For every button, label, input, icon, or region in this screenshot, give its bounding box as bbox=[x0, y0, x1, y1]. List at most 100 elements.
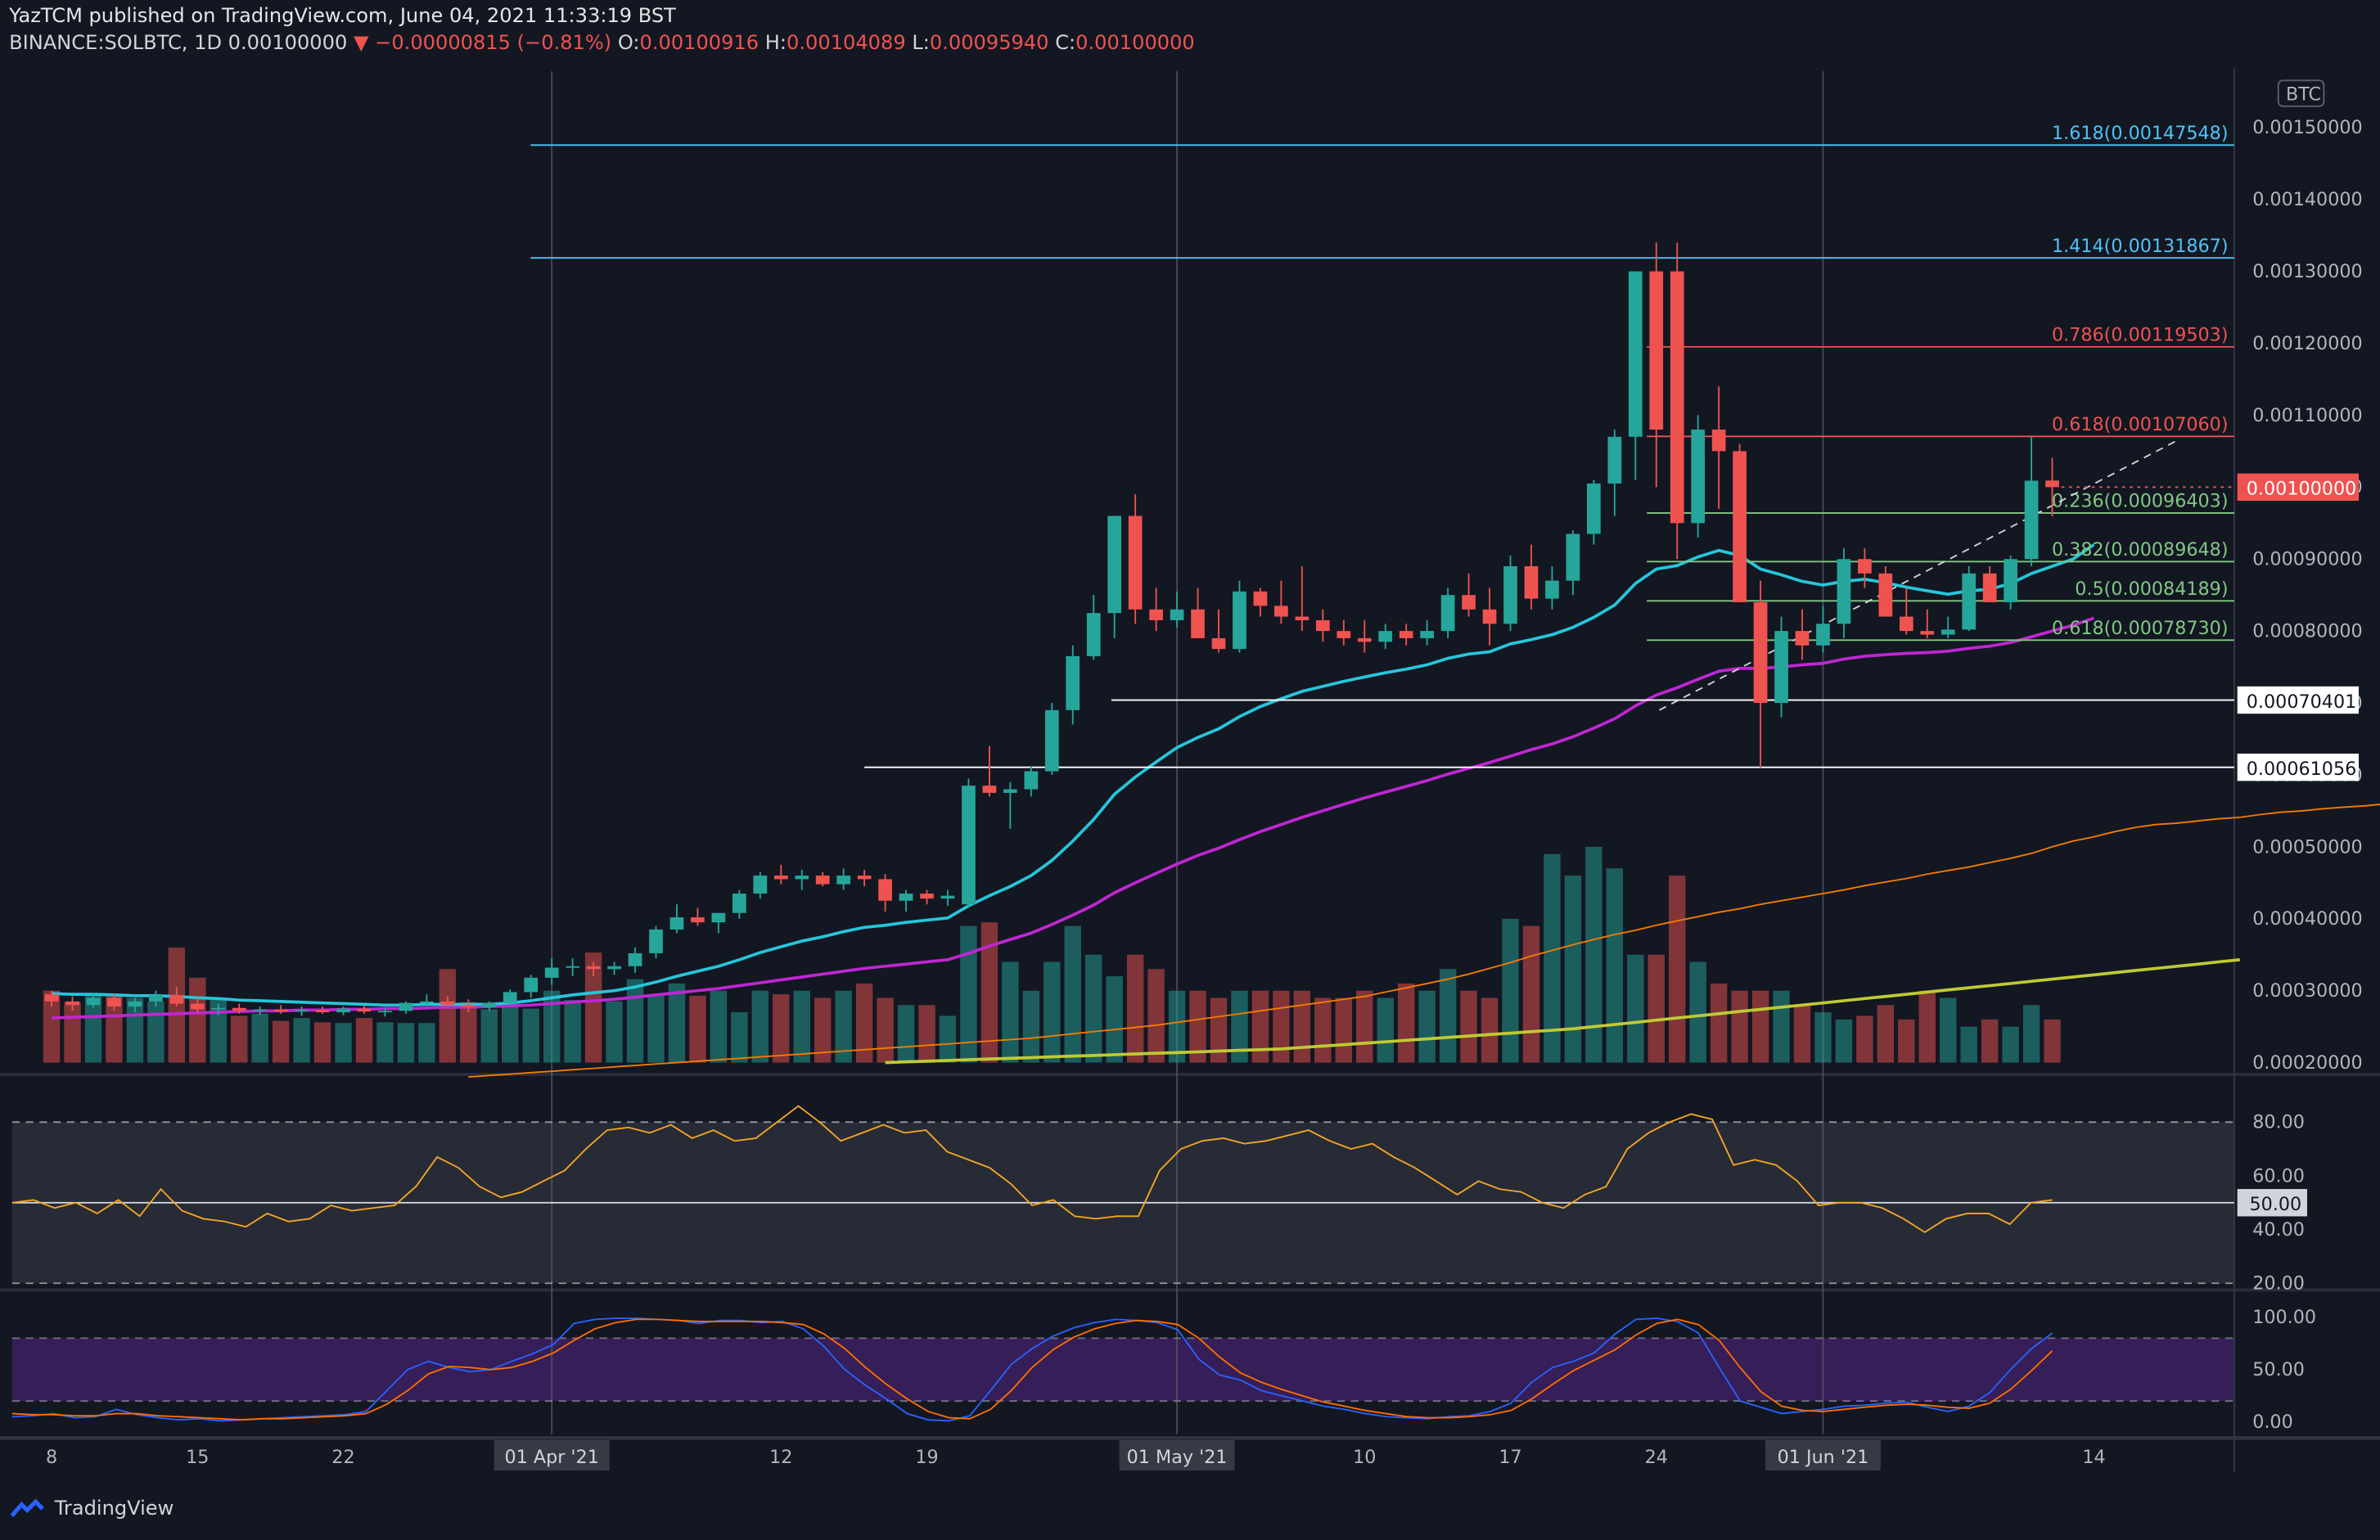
rsi-tick-label: 40.00 bbox=[2252, 1219, 2305, 1241]
price-tick-label: 0.00050000 bbox=[2252, 836, 2362, 858]
candle-body bbox=[1399, 631, 1413, 638]
volume-bar bbox=[1940, 997, 1957, 1063]
volume-bar bbox=[147, 1001, 165, 1063]
volume-bar bbox=[210, 997, 227, 1063]
candle-body bbox=[1274, 606, 1288, 617]
candle-body bbox=[1566, 534, 1580, 581]
volume-bar bbox=[1335, 997, 1352, 1063]
volume-bar bbox=[1147, 969, 1165, 1063]
volume-bar bbox=[2002, 1026, 2019, 1063]
volume-bar bbox=[1918, 990, 1936, 1063]
volume-bar bbox=[1064, 925, 1081, 1063]
current-price-box bbox=[2237, 473, 2360, 502]
candle-body bbox=[1545, 580, 1559, 599]
volume-bar bbox=[418, 1023, 435, 1063]
candle-body bbox=[44, 994, 59, 1002]
volume-bar bbox=[689, 995, 706, 1063]
candle-body bbox=[1816, 624, 1830, 646]
open-label: O: bbox=[617, 30, 640, 54]
candle-body bbox=[878, 879, 892, 901]
candle-body bbox=[378, 1011, 392, 1013]
volume-bar bbox=[1648, 954, 1665, 1063]
candle-body bbox=[773, 876, 788, 880]
candle-body bbox=[1962, 573, 1977, 630]
volume-bar bbox=[335, 1023, 352, 1063]
candle-body bbox=[1315, 619, 1330, 632]
candle-body bbox=[1378, 631, 1393, 642]
candle-body bbox=[524, 977, 539, 993]
volume-bar bbox=[793, 990, 810, 1063]
volume-bar bbox=[1606, 868, 1624, 1063]
candle-body bbox=[1170, 609, 1184, 620]
fib-level-label: 0.236(0.00096403) bbox=[2052, 491, 2229, 512]
candle-body bbox=[1024, 771, 1039, 790]
volume-bar bbox=[1189, 990, 1206, 1063]
candle-body bbox=[1503, 566, 1517, 624]
candle-body bbox=[232, 1007, 246, 1011]
candle-body bbox=[253, 1009, 268, 1011]
candle-body bbox=[420, 1001, 434, 1003]
candle-body bbox=[1670, 271, 1684, 524]
volume-bar bbox=[1418, 990, 1436, 1063]
volume-bar bbox=[1731, 990, 1748, 1063]
rsi-tick-label: 80.00 bbox=[2252, 1112, 2305, 1133]
candle-body bbox=[1128, 516, 1143, 610]
candle-body bbox=[295, 1010, 309, 1012]
volume-bar bbox=[84, 994, 102, 1063]
candle-body bbox=[503, 992, 517, 1003]
price-tick-label: 0.00130000 bbox=[2252, 261, 2362, 282]
volume-bar bbox=[522, 1008, 539, 1063]
candle-body bbox=[982, 786, 997, 793]
volume-bar bbox=[1877, 1005, 1895, 1063]
volume-bar bbox=[939, 1015, 957, 1063]
stoch-tick-label: 50.00 bbox=[2252, 1359, 2305, 1380]
support-price-label: 0.00070401 bbox=[2247, 691, 2356, 713]
candle-body bbox=[357, 1008, 372, 1012]
symbol-label[interactable]: BINANCE:SOLBTC, 1D bbox=[9, 30, 222, 54]
price-tick-label: 0.00080000 bbox=[2252, 621, 2362, 642]
candle-body bbox=[1044, 709, 1059, 772]
change-value: ▼ −0.00000815 (−0.81%) bbox=[353, 30, 612, 54]
ohlc-line: BINANCE:SOLBTC, 1D 0.00100000 ▼ −0.00000… bbox=[9, 30, 1195, 55]
candle-body bbox=[2045, 480, 2059, 488]
volume-bar bbox=[64, 1002, 81, 1063]
candle-body bbox=[440, 1001, 455, 1006]
support-price-box bbox=[2237, 753, 2360, 781]
rsi-highlight-box bbox=[2237, 1189, 2307, 1217]
support-price-label: 0.00061056 bbox=[2247, 759, 2356, 780]
volume-bar bbox=[564, 1000, 581, 1063]
volume-bar bbox=[397, 1023, 415, 1063]
low-value: 0.00095940 bbox=[929, 30, 1049, 54]
volume-bar bbox=[376, 1022, 394, 1063]
price-tick-label: 0.00110000 bbox=[2252, 405, 2362, 426]
candle-body bbox=[1524, 566, 1539, 599]
candle-body bbox=[1920, 631, 1935, 635]
rsi-tick-label: 60.00 bbox=[2252, 1165, 2305, 1187]
candle-body bbox=[1774, 631, 1788, 704]
fib-level-label: 0.382(0.00089648) bbox=[2052, 539, 2229, 561]
volume-bar bbox=[1710, 983, 1728, 1063]
candle-body bbox=[1628, 271, 1643, 437]
candle-body bbox=[732, 894, 746, 913]
candle-body bbox=[1858, 559, 1872, 574]
volume-bar bbox=[814, 997, 832, 1063]
ema20-line bbox=[51, 543, 2095, 1007]
time-tick-label: 01 May '21 bbox=[1127, 1447, 1228, 1468]
time-tick-label: 24 bbox=[1645, 1447, 1668, 1468]
current-price-label: 0.00100000 bbox=[2247, 479, 2356, 500]
time-tick-label: 22 bbox=[331, 1447, 354, 1468]
volume-bar bbox=[106, 996, 123, 1063]
volume-bar bbox=[2022, 1005, 2040, 1063]
candle-body bbox=[1607, 436, 1622, 484]
volume-bar bbox=[584, 952, 602, 1063]
candle-body bbox=[482, 1002, 497, 1007]
price-tick-label: 0.00150000 bbox=[2252, 117, 2362, 138]
volume-bar bbox=[1314, 997, 1332, 1063]
high-label: H: bbox=[764, 30, 787, 54]
candle-body bbox=[649, 929, 663, 953]
fib-level-label: 0.618(0.00107060) bbox=[2052, 414, 2229, 435]
price-tick-label: 0.00040000 bbox=[2252, 908, 2362, 930]
brand-label[interactable]: TradingView bbox=[54, 1497, 174, 1520]
volume-bar bbox=[231, 1015, 248, 1063]
